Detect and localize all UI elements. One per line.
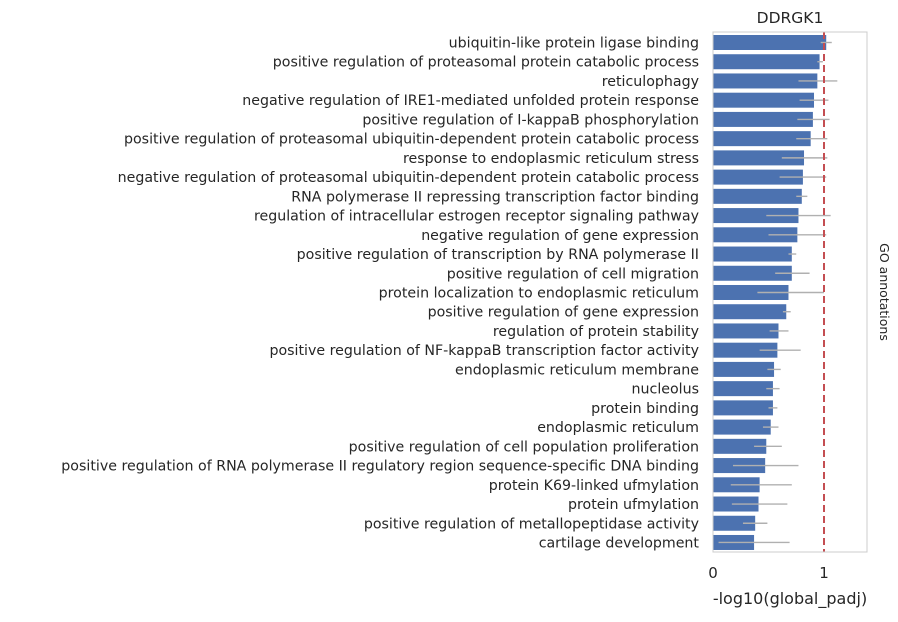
bar bbox=[713, 515, 756, 531]
bar bbox=[713, 208, 799, 224]
category-label: protein binding bbox=[591, 401, 699, 417]
category-label: negative regulation of proteasomal ubiqu… bbox=[118, 170, 699, 186]
bar bbox=[713, 227, 798, 243]
bar bbox=[713, 131, 811, 147]
bar bbox=[713, 438, 767, 454]
bar bbox=[713, 73, 818, 89]
category-label: RNA polymerase II repressing transcripti… bbox=[291, 189, 699, 205]
bar bbox=[713, 150, 805, 166]
category-label: positive regulation of proteasomal ubiqu… bbox=[124, 132, 699, 148]
bar bbox=[713, 35, 827, 50]
bar bbox=[713, 246, 792, 262]
category-label: negative regulation of gene expression bbox=[421, 228, 699, 244]
category-label: positive regulation of cell migration bbox=[447, 266, 699, 282]
category-label: protein localization to endoplasmic reti… bbox=[379, 285, 699, 301]
category-label: positive regulation of gene expression bbox=[428, 305, 699, 321]
bar bbox=[713, 400, 773, 416]
bar bbox=[713, 111, 813, 127]
category-label: positive regulation of proteasomal prote… bbox=[273, 55, 699, 71]
bar bbox=[713, 419, 771, 435]
bar bbox=[713, 381, 773, 397]
bar bbox=[713, 304, 787, 320]
category-label: positive regulation of transcription by … bbox=[297, 247, 699, 263]
category-label: ubiquitin-like protein ligase binding bbox=[449, 36, 699, 52]
errorbars-layer bbox=[718, 41, 838, 544]
category-labels: ubiquitin-like protein ligase binding pos… bbox=[61, 36, 699, 552]
side-label: GO annotations bbox=[877, 243, 892, 341]
bar bbox=[713, 169, 803, 185]
bar bbox=[713, 284, 789, 300]
category-label: positive regulation of metallopeptidase … bbox=[364, 516, 699, 532]
plot-frame bbox=[712, 31, 868, 553]
chart-title: DDRGK1 bbox=[757, 9, 824, 27]
category-label: positive regulation of NF-kappaB transcr… bbox=[269, 343, 699, 359]
category-label: endoplasmic reticulum bbox=[537, 420, 699, 436]
x-axis-label: -log10(global_padj) bbox=[713, 589, 867, 609]
bar bbox=[713, 323, 779, 339]
category-label: protein ufmylation bbox=[568, 497, 699, 513]
category-label: reticulophagy bbox=[602, 74, 699, 90]
category-label: negative regulation of IRE1-mediated unf… bbox=[242, 93, 699, 109]
category-label: regulation of protein stability bbox=[493, 324, 699, 340]
category-label: response to endoplasmic reticulum stress bbox=[403, 151, 699, 167]
category-label: cartilage development bbox=[539, 535, 700, 551]
bar bbox=[713, 342, 778, 358]
category-label: nucleolus bbox=[632, 382, 699, 398]
x-tick-label: 0 bbox=[708, 564, 718, 582]
category-label: endoplasmic reticulum membrane bbox=[455, 362, 699, 378]
bar bbox=[713, 54, 820, 70]
bar bbox=[713, 265, 792, 281]
bar bbox=[713, 92, 815, 108]
x-tick-label: 1 bbox=[819, 564, 829, 582]
category-label: positive regulation of I-kappaB phosphor… bbox=[362, 112, 699, 128]
bars-layer bbox=[713, 35, 827, 550]
category-label: protein K69-linked ufmylation bbox=[489, 478, 699, 494]
category-label: positive regulation of cell population p… bbox=[349, 439, 699, 455]
bar bbox=[713, 188, 802, 204]
category-label: regulation of intracellular estrogen rec… bbox=[254, 209, 699, 225]
bar bbox=[713, 361, 775, 377]
category-label: positive regulation of RNA polymerase II… bbox=[61, 459, 699, 475]
